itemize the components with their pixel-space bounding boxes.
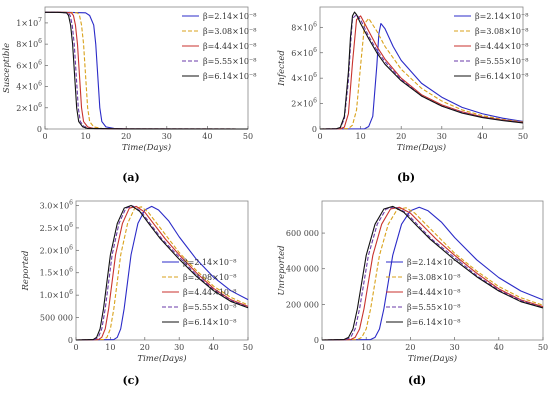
y-tick-label: 8×106 [16, 38, 42, 49]
legend-label: β=5.55×10⁻⁸ [475, 57, 528, 66]
series-line-4 [319, 14, 524, 130]
x-tick-label: 30 [162, 132, 172, 141]
x-tick-label: 40 [477, 132, 487, 141]
y-tick-label: 0 [314, 336, 319, 345]
x-tick-label: 0 [42, 132, 47, 141]
legend-label: β=2.14×10⁻⁸ [183, 258, 236, 267]
y-axis-label: Unreported [277, 245, 287, 296]
x-tick-label: 50 [243, 132, 253, 141]
legend-label: β=6.14×10⁻⁸ [203, 72, 256, 81]
panel-c: 0 10 20 30 40 50 0 500 000 1.0×106 1.5×106 2.0×106… [21, 199, 253, 387]
legend-label: β=2.14×10⁻⁸ [407, 258, 460, 267]
y-tick-label: 200 000 [286, 300, 319, 309]
y-tick-label: 3.0×106 [40, 199, 74, 210]
series-line-5 [45, 11, 249, 130]
series-line-3 [319, 15, 524, 130]
legend-label: β=4.44×10⁻⁸ [475, 42, 528, 51]
y-axis-label: Reported [21, 250, 31, 291]
y-tick-label: 2.0×106 [40, 244, 74, 255]
x-tick-label: 20 [405, 343, 415, 352]
x-axis-label: Time(Days) [137, 353, 186, 364]
x-tick-label: 0 [317, 132, 322, 141]
y-tick-label: 8×106 [291, 21, 317, 32]
legend-label: β=6.14×10⁻⁸ [183, 318, 236, 327]
series-line-2 [321, 207, 544, 341]
legend-label: β=6.14×10⁻⁸ [475, 72, 528, 81]
x-tick-label: 40 [494, 343, 504, 352]
legend-label: β=4.44×10⁻⁸ [183, 288, 236, 297]
y-tick-label: 2×106 [16, 102, 42, 113]
y-tick-label: 600 000 [286, 229, 319, 238]
legend-label: β=2.14×10⁻⁸ [475, 12, 528, 21]
y-tick-label: 6×106 [291, 47, 317, 58]
x-tick-label: 30 [174, 343, 184, 352]
y-tick-label: 0 [312, 125, 317, 134]
y-tick-label: 2.5×106 [40, 222, 74, 233]
x-tick-label: 50 [243, 343, 253, 352]
legend-label: β=3.08×10⁻⁸ [475, 27, 528, 36]
x-tick-label: 10 [105, 343, 115, 352]
x-tick-label: 10 [356, 132, 366, 141]
y-axis-label: Infected [277, 50, 287, 87]
y-tick-label: 0 [68, 336, 73, 345]
y-axis-label: Susceptible [2, 43, 12, 93]
legend-label: β=6.14×10⁻⁸ [407, 318, 460, 327]
panel-d: 0 10 20 30 40 50 0 200 000 400 000 600 000 β=2.14×… [277, 200, 548, 387]
legend-label: β=3.08×10⁻⁸ [407, 273, 460, 282]
x-tick-label: 0 [73, 343, 78, 352]
y-tick-label: 6×106 [16, 59, 42, 70]
series-line-4 [75, 205, 249, 341]
panel-caption: (d) [408, 374, 426, 387]
x-tick-label: 20 [140, 343, 150, 352]
plot-frame [75, 200, 249, 341]
y-tick-label: 400 000 [286, 265, 319, 274]
x-tick-label: 40 [202, 132, 212, 141]
x-tick-label: 30 [437, 132, 447, 141]
y-tick-label: 4×106 [291, 72, 317, 83]
x-axis-label: Time(Days) [408, 353, 457, 364]
legend-label: β=4.44×10⁻⁸ [203, 42, 256, 51]
legend-label: β=5.55×10⁻⁸ [183, 303, 236, 312]
y-tick-label: 1.5×106 [40, 267, 74, 278]
plot-frame [321, 200, 544, 341]
legend-label: β=5.55×10⁻⁸ [203, 57, 256, 66]
plot-frame [319, 6, 524, 130]
x-tick-label: 30 [450, 343, 460, 352]
x-axis-label: Time(Days) [122, 142, 171, 153]
x-tick-label: 20 [396, 132, 406, 141]
panel-b: 0 10 20 30 40 50 0 2×106 4×106 6×106 8×106 β=2.14×1… [277, 6, 528, 184]
series-line-2 [75, 206, 249, 341]
series-line-1 [319, 22, 524, 130]
legend-label: β=5.55×10⁻⁸ [407, 303, 460, 312]
x-axis-label: Time(Days) [397, 142, 446, 153]
y-tick-label: 500 000 [40, 314, 73, 323]
x-tick-label: 50 [538, 343, 548, 352]
panel-caption: (b) [397, 171, 415, 184]
x-tick-label: 10 [361, 343, 371, 352]
y-tick-label: 0 [37, 125, 42, 134]
legend-label: β=3.08×10⁻⁸ [203, 27, 256, 36]
panel-caption: (c) [122, 374, 139, 387]
panel-caption: (a) [122, 171, 140, 184]
legend-label: β=3.08×10⁻⁸ [183, 273, 236, 282]
panel-a: 0 10 20 30 40 50 0 2×106 4×106 6×106 8×106 1×107 β=2… [2, 6, 256, 184]
x-tick-label: 20 [121, 132, 131, 141]
x-tick-label: 40 [209, 343, 219, 352]
series-line-5 [321, 205, 544, 341]
x-tick-label: 0 [319, 343, 324, 352]
legend-label: β=4.44×10⁻⁸ [407, 288, 460, 297]
y-tick-label: 4×106 [16, 81, 42, 92]
y-tick-label: 1.0×106 [40, 289, 74, 300]
legend-label: β=2.14×10⁻⁸ [203, 12, 256, 21]
y-tick-label: 2×106 [291, 98, 317, 109]
series-line-5 [319, 11, 524, 130]
x-tick-label: 10 [81, 132, 91, 141]
series-line-5 [75, 204, 249, 341]
y-tick-label: 1×107 [16, 17, 42, 28]
x-tick-label: 50 [518, 132, 528, 141]
series-line-4 [321, 206, 544, 341]
